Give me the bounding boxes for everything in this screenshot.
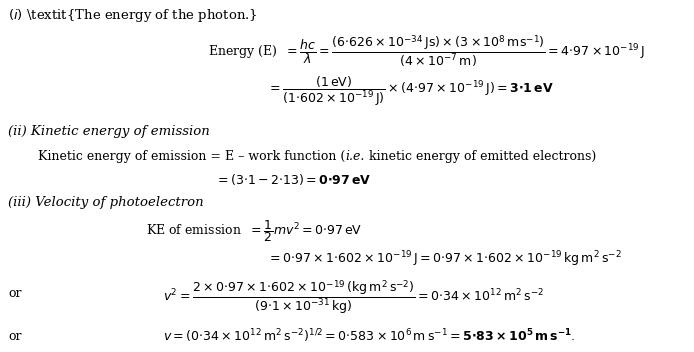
Text: or: or xyxy=(8,330,22,342)
Text: Kinetic energy of emission = E – work function (: Kinetic energy of emission = E – work fu… xyxy=(38,150,346,163)
Text: or: or xyxy=(8,288,22,300)
Text: (iii) Velocity of photoelectron: (iii) Velocity of photoelectron xyxy=(8,196,204,209)
Text: KE of emission  $= \dfrac{1}{2}mv^{2} = 0{\cdot}97\,\mathrm{eV}$: KE of emission $= \dfrac{1}{2}mv^{2} = 0… xyxy=(146,218,362,244)
Text: (ii) Kinetic energy of emission: (ii) Kinetic energy of emission xyxy=(8,126,210,138)
Text: $v = (0{\cdot}34\times10^{12}\,\mathrm{m^{2}\,s^{-2}})^{1/2} = 0{\cdot}583\times: $v = (0{\cdot}34\times10^{12}\,\mathrm{m… xyxy=(163,327,576,345)
Text: $= (3{\cdot}1 - 2{\cdot}13) = \mathbf{0{\cdot}97\,eV}$: $= (3{\cdot}1 - 2{\cdot}13) = \mathbf{0{… xyxy=(215,172,371,187)
Text: i.e.: i.e. xyxy=(346,150,365,163)
Text: $= \dfrac{(1\,\mathrm{eV})}{(1{\cdot}602\times10^{-19}\,\mathrm{J})} \times (4{\: $= \dfrac{(1\,\mathrm{eV})}{(1{\cdot}602… xyxy=(267,75,554,108)
Text: Energy (E)  $= \dfrac{hc}{\lambda} = \dfrac{(6{\cdot}626\times10^{-34}\,\mathrm{: Energy (E) $= \dfrac{hc}{\lambda} = \dfr… xyxy=(208,33,645,69)
Text: kinetic energy of emitted electrons): kinetic energy of emitted electrons) xyxy=(365,150,596,163)
Text: $(i)$ \textit{The energy of the photon.}: $(i)$ \textit{The energy of the photon.} xyxy=(8,7,258,24)
Text: $v^{2} = \dfrac{2\times0{\cdot}97\times1{\cdot}602\times10^{-19}\,(\mathrm{kg\,m: $v^{2} = \dfrac{2\times0{\cdot}97\times1… xyxy=(163,278,544,316)
Text: $= 0{\cdot}97\times1{\cdot}602\times10^{-19}\,\mathrm{J} = 0{\cdot}97\times1{\cd: $= 0{\cdot}97\times1{\cdot}602\times10^{… xyxy=(267,249,622,269)
